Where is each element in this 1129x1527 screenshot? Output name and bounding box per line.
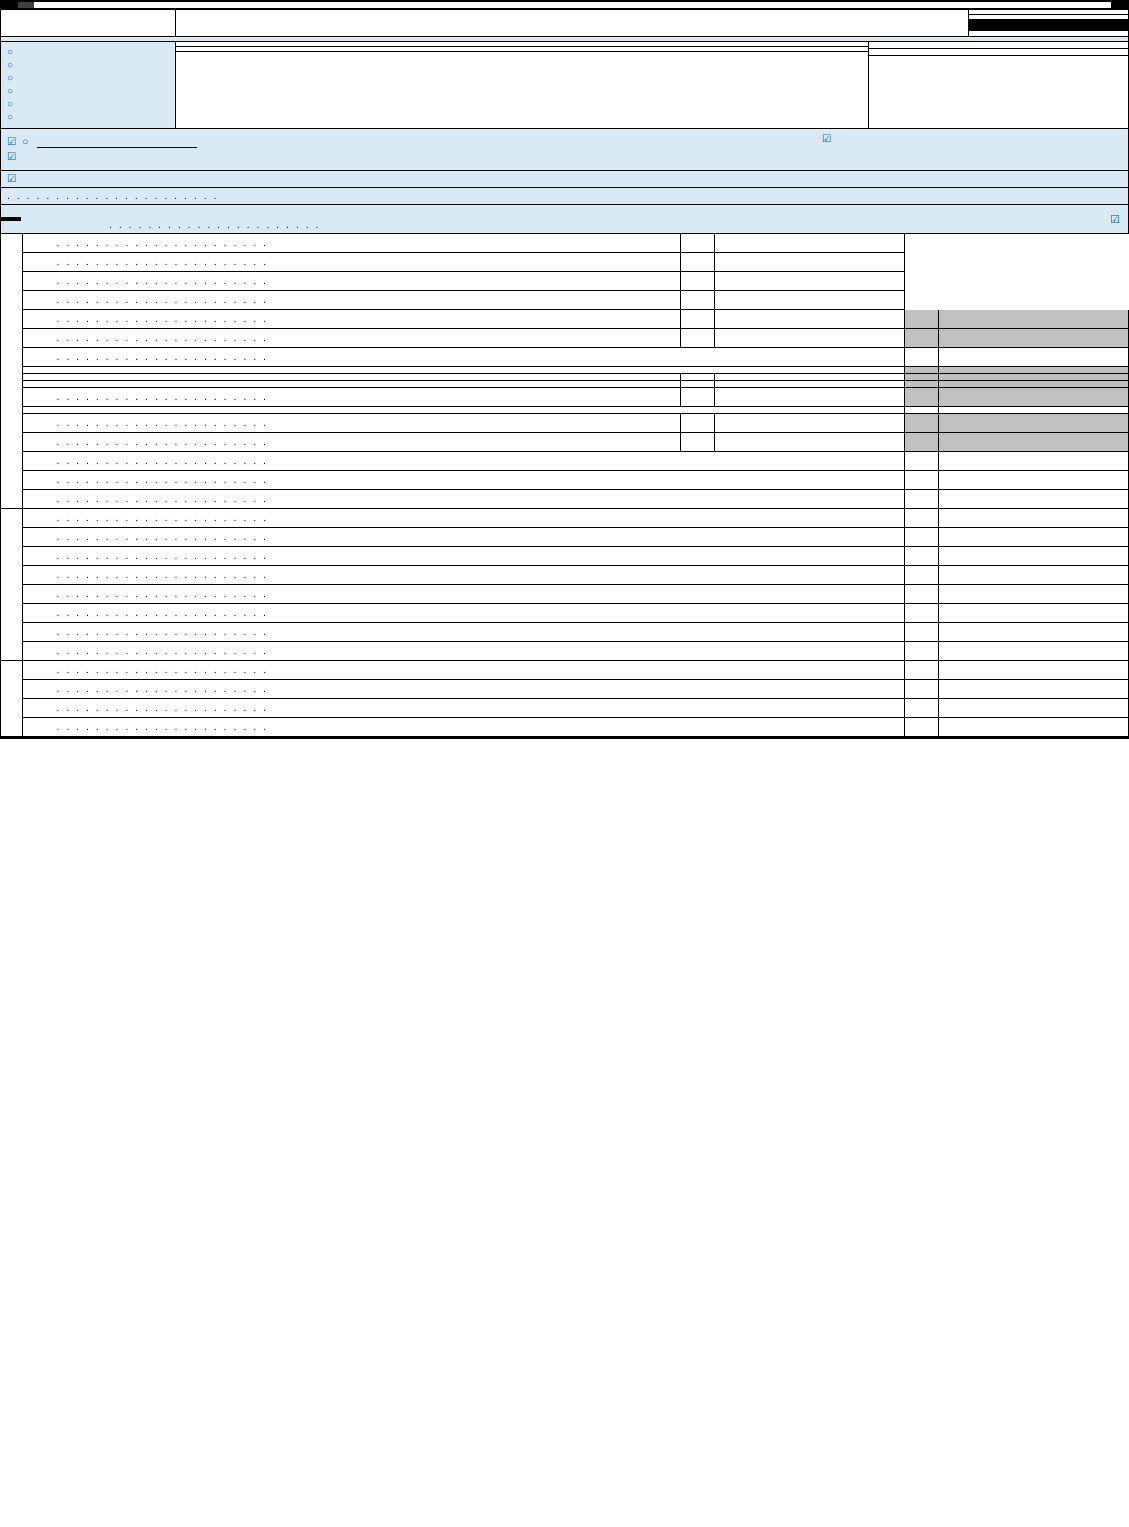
check-501c3[interactable] <box>7 151 16 163</box>
dln-label <box>1111 2 1127 8</box>
line-1 <box>23 234 1129 253</box>
net-assets-section <box>0 661 1129 737</box>
part-1-header <box>0 205 1129 234</box>
expenses-section <box>0 509 1129 661</box>
line-7c <box>23 452 1129 471</box>
line-7b <box>23 433 1129 452</box>
line-5b <box>23 329 1129 348</box>
line-2 <box>23 253 1129 272</box>
entity-mid <box>176 42 868 128</box>
part-1-title <box>21 205 328 233</box>
check-address-change[interactable] <box>7 47 169 58</box>
line-6d <box>23 407 1129 414</box>
check-corporation[interactable] <box>7 173 16 185</box>
submission-date <box>18 2 34 8</box>
line-10 <box>23 509 1129 528</box>
line-21 <box>23 718 1129 737</box>
ein-cell <box>869 42 1128 49</box>
page-footer <box>0 737 1129 745</box>
section-b-checks <box>1 42 176 128</box>
open-public-box <box>969 19 1128 31</box>
header-right <box>968 10 1128 36</box>
line-14 <box>23 585 1129 604</box>
check-initial-return[interactable] <box>7 73 169 84</box>
line-15 <box>23 604 1129 623</box>
check-application-pending[interactable] <box>7 112 169 123</box>
line-7a <box>23 414 1129 433</box>
revenue-section <box>0 234 1129 509</box>
line-4 <box>23 291 1129 310</box>
line-l <box>0 188 1129 205</box>
line-k <box>0 171 1129 188</box>
part-1-subtitle <box>29 219 320 231</box>
entity-block <box>0 42 1129 129</box>
form-header <box>0 10 1129 37</box>
check-h[interactable] <box>822 133 831 145</box>
net-assets-label <box>0 661 22 737</box>
check-amended-return[interactable] <box>7 99 169 110</box>
line-3 <box>23 272 1129 291</box>
accounting-website-block <box>0 129 1129 171</box>
topbar-spacer <box>34 2 1111 8</box>
part-1-schedule-o-check[interactable] <box>1110 213 1128 226</box>
line-8 <box>23 471 1129 490</box>
entity-right <box>868 42 1128 128</box>
line-17 <box>23 642 1129 661</box>
line-6 <box>23 367 1129 374</box>
line-6b <box>23 381 1129 388</box>
line-5c <box>23 348 1129 367</box>
line-11 <box>23 528 1129 547</box>
header-center <box>176 10 968 36</box>
revenue-label <box>0 234 22 509</box>
line-9 <box>23 490 1129 509</box>
check-name-change[interactable] <box>7 60 169 71</box>
expenses-label <box>0 509 22 661</box>
phone-cell <box>869 49 1128 56</box>
line-5a <box>23 310 1129 329</box>
city-cell <box>176 52 868 56</box>
line-13 <box>23 566 1129 585</box>
top-bar <box>0 0 1129 10</box>
group-exemption-cell <box>869 56 1128 128</box>
line-19 <box>23 680 1129 699</box>
check-final-return[interactable] <box>7 86 169 97</box>
header-left <box>1 10 176 36</box>
other-method-input[interactable] <box>37 147 197 148</box>
check-accrual[interactable] <box>22 136 31 148</box>
line-12 <box>23 547 1129 566</box>
check-cash[interactable] <box>7 136 19 148</box>
line-20 <box>23 699 1129 718</box>
line-6a <box>23 374 1129 381</box>
line-h <box>822 133 1122 157</box>
part-1-badge <box>1 217 21 221</box>
line-6c <box>23 388 1129 407</box>
l-dots <box>7 190 218 202</box>
efile-label[interactable] <box>2 2 18 8</box>
line-18 <box>23 661 1129 680</box>
line-16 <box>23 623 1129 642</box>
